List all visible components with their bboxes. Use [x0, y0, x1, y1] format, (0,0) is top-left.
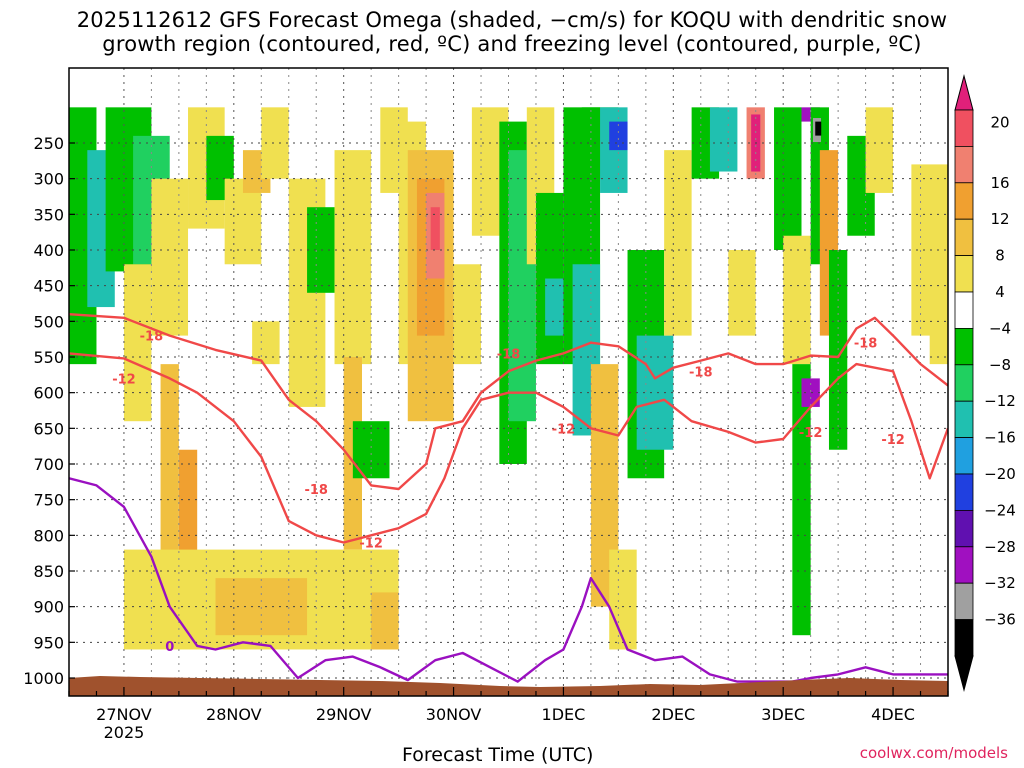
y-tick-label: 400 — [33, 241, 64, 260]
colorbar-swatch — [954, 182, 974, 220]
x-tick-label: 1DEC — [542, 705, 586, 724]
y-axis: 250 300 350 400 450 500 550 600 650 700 750 800 850 9… — [23, 134, 75, 688]
colorbar-swatch — [954, 291, 974, 329]
colorbar-swatch — [954, 145, 974, 184]
y-tick-label: 250 — [33, 134, 64, 153]
y-tick-label: 800 — [33, 526, 64, 545]
contour-label: -12 — [552, 422, 576, 437]
omega-cell — [728, 250, 756, 336]
colorbar-label: −24 — [984, 501, 1016, 519]
colorbar-swatch — [954, 509, 974, 548]
omega-cell — [664, 150, 692, 336]
colorbar-label: −8 — [989, 356, 1011, 374]
colorbar-label: 4 — [995, 283, 1005, 301]
contour-label: -12 — [359, 536, 383, 551]
colorbar-label: 12 — [990, 210, 1009, 228]
colorbar-label: −32 — [984, 574, 1016, 592]
contour-label: -12 — [881, 433, 905, 448]
colorbar-swatch — [954, 400, 974, 439]
omega-cell — [709, 107, 738, 172]
y-tick-label: 300 — [33, 170, 64, 189]
x-tick-label: 29NOV — [316, 705, 372, 724]
chart-title-line-1: 2025112612 GFS Forecast Omega (shaded, −… — [76, 8, 948, 32]
y-tick-label: 600 — [33, 384, 64, 403]
contour-label: -18 — [854, 337, 878, 352]
x-tick-label: 28NOV — [206, 705, 262, 724]
x-axis-title: Forecast Time (UTC) — [402, 744, 594, 766]
omega-cell — [636, 335, 674, 450]
colorbar-label: 20 — [990, 114, 1009, 132]
colorbar-swatch — [954, 255, 974, 293]
omega-cell — [453, 264, 482, 365]
omega-cell — [801, 378, 820, 407]
contour-label: -18 — [304, 483, 328, 498]
colorbar: 20 16 12 8 4 −4 −8 −12 −16 −20 −24 −28 −32 −36 — [954, 74, 1016, 692]
omega-cell — [865, 107, 894, 193]
omega-cell — [609, 549, 637, 650]
x-tick-label: 3DEC — [761, 705, 805, 724]
colorbar-swatch — [954, 364, 974, 402]
colorbar-label: −4 — [989, 319, 1011, 337]
colorbar-bottom-arrow — [954, 655, 974, 692]
colorbar-label: −36 — [984, 611, 1016, 629]
colorbar-swatch — [954, 109, 974, 147]
credit-link[interactable]: coolwx.com/models — [859, 744, 1008, 762]
omega-cell — [792, 364, 811, 636]
colorbar-label: 16 — [990, 174, 1009, 192]
y-tick-label: 650 — [33, 419, 64, 438]
omega-cell — [123, 264, 152, 422]
omega-cell — [815, 121, 822, 136]
y-tick-label: 450 — [33, 277, 64, 296]
dendritic-lower-contour — [69, 352, 948, 544]
x-axis: 27NOV 28NOV 29NOV 30NOV 1DEC 2DEC 3DEC 4DEC 2025 — [68, 687, 949, 742]
contour-label: -18 — [497, 347, 521, 362]
colorbar-swatch — [954, 437, 974, 475]
colorbar-swatch — [954, 582, 974, 621]
colorbar-swatch — [954, 619, 974, 657]
colorbar-top-arrow — [954, 74, 974, 111]
omega-cell — [160, 364, 179, 607]
y-tick-label: 350 — [33, 205, 64, 224]
colorbar-swatch — [954, 473, 974, 511]
chart-title-line-2: growth region (contoured, red, ºC) and f… — [102, 32, 922, 56]
omega-cell — [430, 207, 440, 250]
colorbar-label: −16 — [984, 429, 1016, 447]
y-tick-label: 750 — [33, 491, 64, 510]
y-tick-label: 500 — [33, 312, 64, 331]
colorbar-swatch — [954, 218, 974, 256]
omega-cell — [252, 321, 280, 365]
dendritic-upper-contour — [69, 313, 948, 491]
x-tick-label: 27NOV — [96, 705, 152, 724]
omega-cell — [783, 235, 811, 365]
x-tick-label: 4DEC — [871, 705, 915, 724]
omega-cell — [151, 178, 189, 336]
y-tick-label: 700 — [33, 455, 64, 474]
y-tick-label: 900 — [33, 598, 64, 617]
contour-label: -18 — [689, 365, 713, 380]
omega-cell — [774, 107, 802, 250]
colorbar-swatch — [954, 546, 974, 584]
x-tick-label: 30NOV — [426, 705, 482, 724]
colorbar-label: −20 — [984, 465, 1016, 483]
omega-cell — [371, 592, 399, 650]
x-tick-label: 2DEC — [651, 705, 695, 724]
contour-label: -12 — [799, 426, 823, 441]
colorbar-swatch — [954, 327, 974, 366]
colorbar-label: −28 — [984, 538, 1016, 556]
colorbar-label: −12 — [984, 392, 1016, 410]
colorbar-label: 8 — [995, 247, 1005, 265]
contour-label: -18 — [140, 330, 164, 345]
y-tick-label: 950 — [33, 633, 64, 652]
y-tick-label: 850 — [33, 562, 64, 581]
omega-cell — [334, 150, 372, 365]
y-tick-label: 550 — [33, 348, 64, 367]
contour-label: -12 — [112, 372, 136, 387]
omega-cell — [307, 207, 335, 293]
x-year-label: 2025 — [104, 723, 145, 742]
contour-label: 0 — [165, 640, 174, 655]
y-tick-label: 1000 — [23, 669, 64, 688]
omega-cell — [929, 307, 948, 365]
